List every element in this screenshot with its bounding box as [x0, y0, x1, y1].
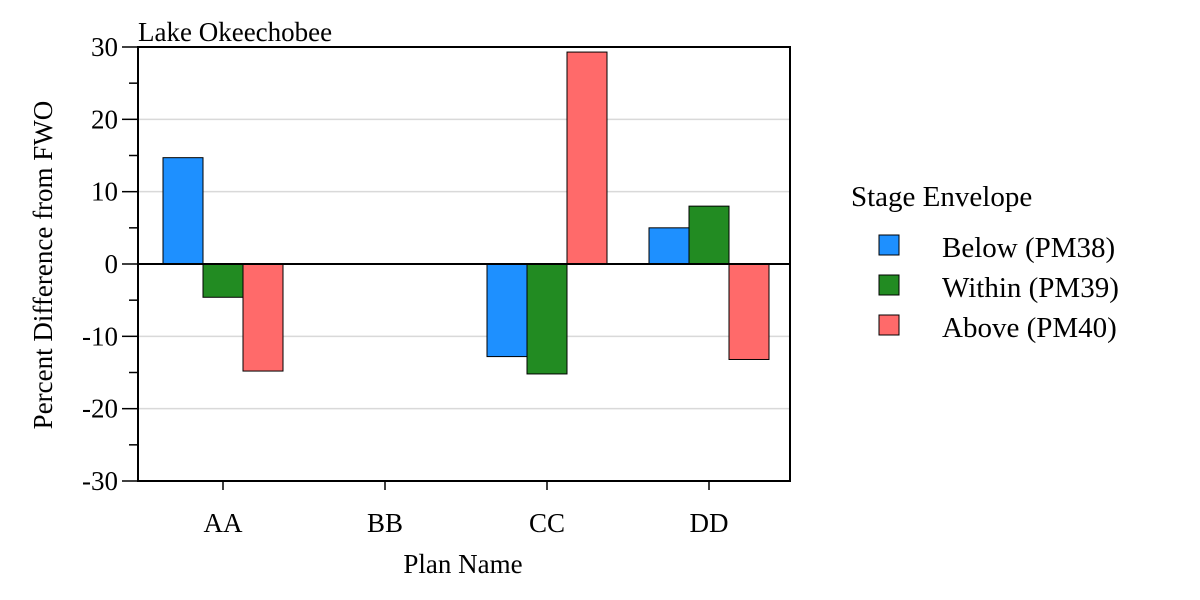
bar-aa-1	[162, 157, 204, 265]
bar-aa-2	[202, 263, 244, 298]
bar-cc-2	[526, 263, 568, 375]
bar-aa-3	[242, 263, 284, 372]
x-tick-label: BB	[367, 508, 403, 538]
y-tick-label: -30	[82, 466, 118, 496]
axes: AA BB CC DD -30 -20 -10 0 10 20 30	[82, 32, 791, 538]
y-tick-label: -20	[82, 394, 118, 424]
legend-label: Above (PM40)	[942, 312, 1117, 344]
bar-cc-3	[566, 51, 608, 265]
chart-title: Lake Okeechobee	[138, 17, 332, 47]
legend-swatch	[878, 314, 900, 336]
bar-dd-3	[728, 263, 770, 360]
x-axis-title: Plan Name	[403, 549, 522, 579]
y-tick-label: 20	[91, 104, 118, 134]
bar-dd-2	[688, 205, 730, 265]
x-tick-label: DD	[690, 508, 729, 538]
y-tick-label: -10	[82, 321, 118, 351]
legend-swatch	[878, 234, 900, 256]
x-tick-label: CC	[529, 508, 565, 538]
legend-label: Below (PM38)	[942, 232, 1115, 264]
y-tick-label: 10	[91, 177, 118, 207]
bars	[162, 51, 770, 375]
legend-title: Stage Envelope	[851, 181, 1032, 213]
bar-dd-1	[648, 227, 690, 265]
y-axis-title: Percent Difference from FWO	[28, 101, 58, 430]
legend-label: Within (PM39)	[942, 272, 1119, 304]
legend: Stage Envelope Below (PM38) Within (PM39)…	[851, 181, 1119, 344]
legend-swatch	[878, 274, 900, 296]
x-tick-label: AA	[204, 508, 243, 538]
y-tick-label: 0	[105, 249, 119, 279]
y-tick-label: 30	[91, 32, 118, 62]
bar-cc-1	[486, 263, 528, 358]
